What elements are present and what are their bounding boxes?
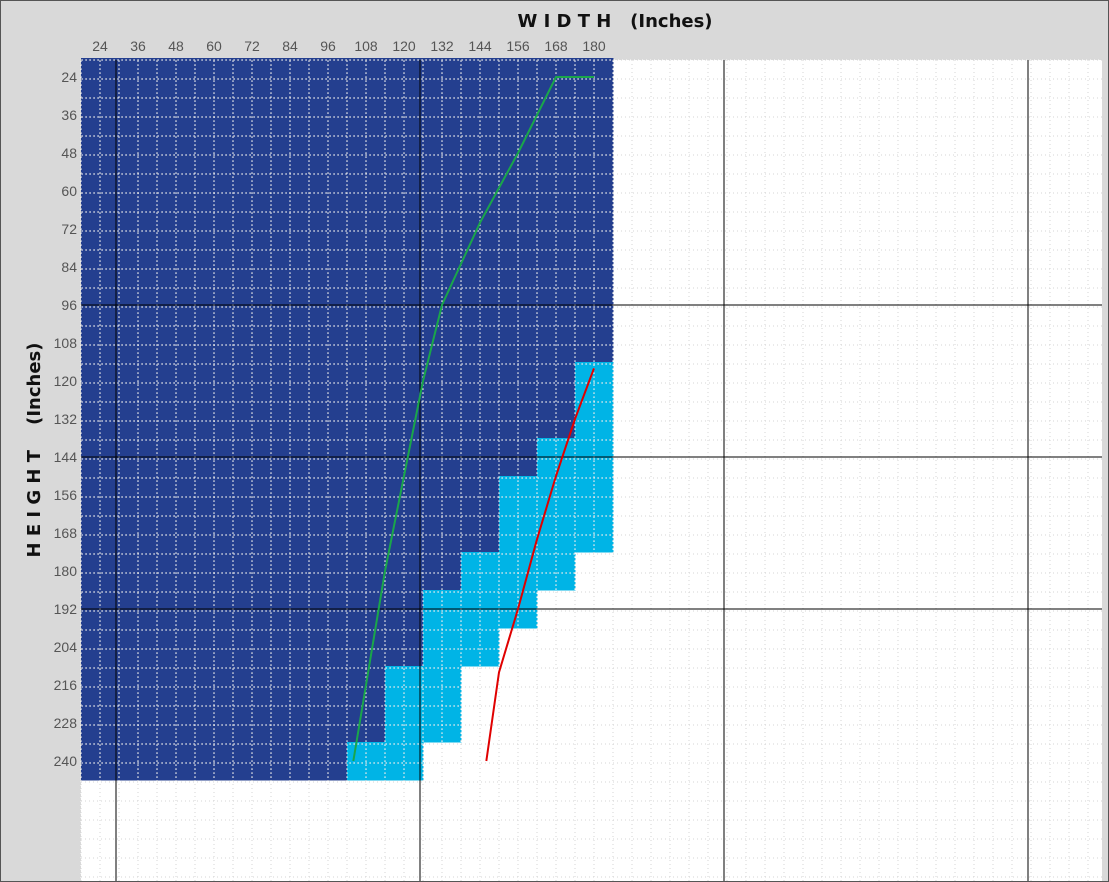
y-tick-label: 216 (54, 677, 78, 693)
x-tick-label: 48 (168, 38, 184, 54)
y-tick-label: 132 (54, 411, 78, 427)
y-tick-label: 48 (61, 145, 77, 161)
x-tick-label: 72 (244, 38, 260, 54)
major-grid (81, 60, 1102, 882)
minor-grid-dark (80, 59, 1102, 882)
y-tick-label: 24 (61, 69, 77, 85)
x-tick-label: 168 (544, 38, 568, 54)
y-tick-label: 180 (54, 563, 78, 579)
x-tick-label: 60 (206, 38, 222, 54)
y-tick-label: 108 (54, 335, 78, 351)
x-tick-label: 180 (582, 38, 606, 54)
y-tick-label: 36 (61, 107, 77, 123)
x-tick-label: 96 (320, 38, 336, 54)
y-tick-label: 144 (54, 449, 78, 465)
y-tick-label: 84 (61, 259, 77, 275)
y-tick-label: 120 (54, 373, 78, 389)
x-tick-label: 132 (430, 38, 454, 54)
y-tick-label: 96 (61, 297, 77, 313)
x-tick-label: 156 (506, 38, 530, 54)
x-axis-title: W I D T H (Inches) (517, 11, 712, 32)
y-tick-label: 240 (54, 753, 78, 769)
y-tick-label: 60 (61, 183, 77, 199)
x-tick-label: 84 (282, 38, 298, 54)
x-tick-label: 36 (130, 38, 146, 54)
y-tick-label: 228 (54, 715, 78, 731)
zone-cells (81, 58, 614, 781)
minor-grid (80, 59, 1102, 882)
y-tick-label: 72 (61, 221, 77, 237)
y-tick-label: 156 (54, 487, 78, 503)
y-tick-label: 168 (54, 525, 78, 541)
x-tick-label: 144 (468, 38, 492, 54)
y-tick-label: 204 (54, 639, 78, 655)
x-tick-label: 120 (392, 38, 416, 54)
x-tick-label: 108 (354, 38, 378, 54)
x-tick-label: 24 (92, 38, 108, 54)
series-line-2 (485, 367, 595, 762)
y-axis-title: H E I G H T (Inches) (24, 343, 45, 558)
y-tick-label: 192 (54, 601, 78, 617)
series-line-1 (352, 76, 594, 762)
